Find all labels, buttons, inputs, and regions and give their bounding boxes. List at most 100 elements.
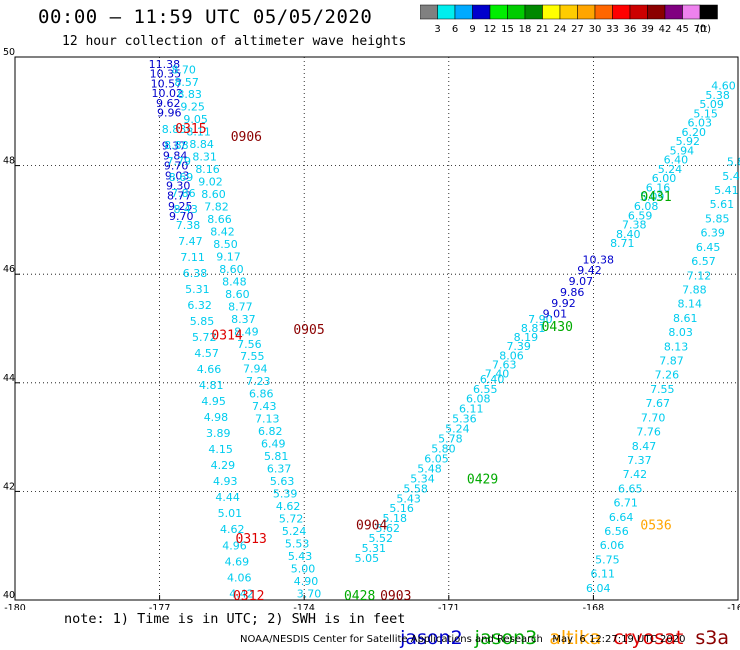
color-scale-legend: 3 6 9 12 15 18 21 24 27 30 33 36 39 42 45 70(ft) <box>420 4 718 35</box>
wave-height-point: 4.62 <box>220 523 245 536</box>
wave-height-point: 8.83 <box>177 88 202 101</box>
wave-height-point: 5.18 <box>382 512 407 525</box>
wave-height-point: 4.15 <box>208 443 233 456</box>
wave-height-point: 8.84 <box>189 138 214 151</box>
wave-height-point: 8.77 <box>228 300 253 313</box>
wave-height-point: 9.92 <box>551 297 576 310</box>
wave-height-point: 4.60 <box>711 80 736 93</box>
wave-height-point: 6.57 <box>691 255 716 268</box>
wave-height-point: 7.23 <box>246 375 271 388</box>
wave-height-point: 6.45 <box>696 241 721 254</box>
x-tick-label: -165 <box>727 603 740 610</box>
colorbar-label: 18 <box>519 24 532 35</box>
wave-height-point: 6.03 <box>687 117 712 130</box>
wave-height-point: 6.56 <box>604 525 629 538</box>
wave-height-point: 5.85 <box>190 315 215 328</box>
x-tick-label: -177 <box>149 603 171 610</box>
colorbar-label: 70 <box>694 24 707 35</box>
x-tick-label: -168 <box>583 603 605 610</box>
wave-height-point: 5.81 <box>264 450 289 463</box>
wave-height-point: 6.82 <box>258 425 283 438</box>
wave-height-point: 8.61 <box>673 312 698 325</box>
wave-height-point: 7.11 <box>180 251 205 264</box>
wave-height-point: 7.94 <box>243 363 268 376</box>
wave-height-point: 8.49 <box>234 325 259 338</box>
wave-height-point: 6.00 <box>652 172 677 185</box>
wave-height-point: 4.44 <box>215 491 240 504</box>
colorbar-label: 45 <box>676 24 689 35</box>
wave-height-point: 5.24 <box>282 525 307 538</box>
wave-height-point: 8.14 <box>678 298 703 311</box>
wave-height-point: 5.63 <box>270 475 295 488</box>
wave-height-point: 7.38 <box>176 219 201 232</box>
wave-height-point: 8.40 <box>616 228 641 241</box>
pass-time-label: 0431 <box>640 190 671 205</box>
wave-height-point: 8.71 <box>610 237 635 250</box>
y-tick-label: 48 <box>3 156 15 167</box>
wave-height-point: 9.03 <box>165 170 190 183</box>
pass-time-label: 0536 <box>640 518 671 533</box>
wave-height-point: 10.02 <box>152 87 184 100</box>
wave-height-point: 8.43 <box>173 203 198 216</box>
wave-height-point: 4.69 <box>225 555 250 568</box>
legend-cryosat: cryosat <box>613 627 684 649</box>
wave-height-point: 9.07 <box>569 275 594 288</box>
wave-height-point: 7.55 <box>240 350 265 363</box>
wave-height-point: 8.16 <box>195 163 220 176</box>
wave-height-point: 7.12 <box>687 269 712 282</box>
wave-height-point: 5.8 <box>727 156 740 169</box>
colorbar-label: 24 <box>554 24 567 35</box>
colorbar-label: 27 <box>571 24 584 35</box>
wave-height-point: 8.88 <box>164 139 189 152</box>
plot-frame <box>14 56 739 601</box>
colorbar-label: 21 <box>536 24 549 35</box>
x-tick-label: -174 <box>293 603 315 610</box>
wave-height-point: 7.37 <box>627 454 652 467</box>
wave-height-point: 7.43 <box>252 400 277 413</box>
wave-height-point: 6.37 <box>267 463 292 476</box>
wave-height-point: 7.88 <box>682 283 707 296</box>
wave-height-point: 6.11 <box>591 568 616 581</box>
wave-height-point: 6.59 <box>628 209 653 222</box>
wave-height-point: 10.35 <box>150 68 182 81</box>
wave-height-point: 9.05 <box>183 113 208 126</box>
pass-time-label: 0903 <box>380 589 411 604</box>
wave-height-point: 6.08 <box>634 200 659 213</box>
legend-altika: altika <box>549 627 602 649</box>
wave-height-point: 6.49 <box>261 438 286 451</box>
pass-time-label: 0906 <box>231 130 262 145</box>
wave-height-point: 5.16 <box>389 502 414 515</box>
y-tick-label: 44 <box>3 373 15 384</box>
pass-time-label: 0314 <box>211 328 242 343</box>
wave-height-point: 7.40 <box>485 367 510 380</box>
wave-height-point: 9.42 <box>577 264 602 277</box>
wave-height-point: 5.78 <box>438 433 463 446</box>
wave-height-point: 9.01 <box>543 308 568 321</box>
wave-height-point: 7.55 <box>650 383 675 396</box>
wave-height-point: 5.53 <box>285 537 310 550</box>
wave-height-point: 3.70 <box>297 587 322 600</box>
wave-height-point: 8.06 <box>499 349 524 362</box>
wave-height-point: 5.09 <box>699 98 724 111</box>
pass-time-label: 0428 <box>344 589 375 604</box>
wave-height-point: 4.90 <box>294 575 319 588</box>
wave-height-point: 4.42 <box>229 587 254 600</box>
wave-height-point: 5.48 <box>417 462 442 475</box>
wave-height-point: 8.50 <box>213 238 238 251</box>
y-tick-label: 42 <box>3 481 15 492</box>
wave-height-point: 6.16 <box>646 181 671 194</box>
wave-height-point: 4.96 <box>222 539 247 552</box>
wave-height-point: 7.79 <box>166 155 191 168</box>
wave-height-point: 9.25 <box>168 200 193 213</box>
wave-height-point: 8.77 <box>167 190 192 203</box>
wave-height-point: 9.62 <box>156 97 181 110</box>
wave-height-point: 6.06 <box>600 539 625 552</box>
wave-height-point: 6.11 <box>459 403 484 416</box>
wave-height-point: 6.40 <box>480 373 505 386</box>
satellite-legend: jason2 jason3 altika cryosat s3a <box>388 605 740 649</box>
wave-height-point: 5.09 <box>640 191 665 204</box>
wave-height-point: 8.69 <box>169 171 194 184</box>
wave-height-point: 5.39 <box>273 487 298 500</box>
wave-height-point: 6.55 <box>473 383 498 396</box>
y-tick-label: 50 <box>3 47 15 58</box>
